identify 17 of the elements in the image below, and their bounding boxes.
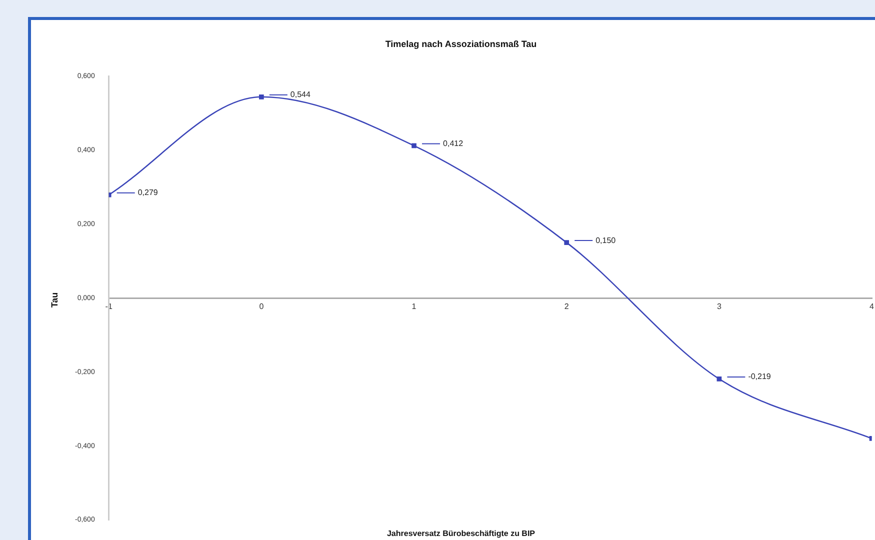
x-tick-label: 2 <box>564 302 570 312</box>
data-label: 0,279 <box>138 188 158 198</box>
x-tick-label: 3 <box>716 302 722 312</box>
point <box>259 94 264 100</box>
data-label: 0,544 <box>290 90 312 100</box>
point <box>716 376 722 382</box>
point <box>564 240 570 245</box>
data-label: 0,150 <box>596 236 616 245</box>
y-axis-title: Tau <box>50 292 60 308</box>
x-tick-label: 0 <box>259 302 264 312</box>
x-tick-label: 1 <box>412 302 417 312</box>
data-label: -0,219 <box>748 372 772 382</box>
data-label: 0,412 <box>443 138 464 148</box>
point <box>412 143 416 148</box>
chart-title: Timelag nach Assoziationsmaß Tau <box>384 39 538 49</box>
x-tick-label: 4 <box>870 302 875 312</box>
x-axis-title: Jahresversatz Bürobeschäftigte zu BIP <box>386 529 536 538</box>
